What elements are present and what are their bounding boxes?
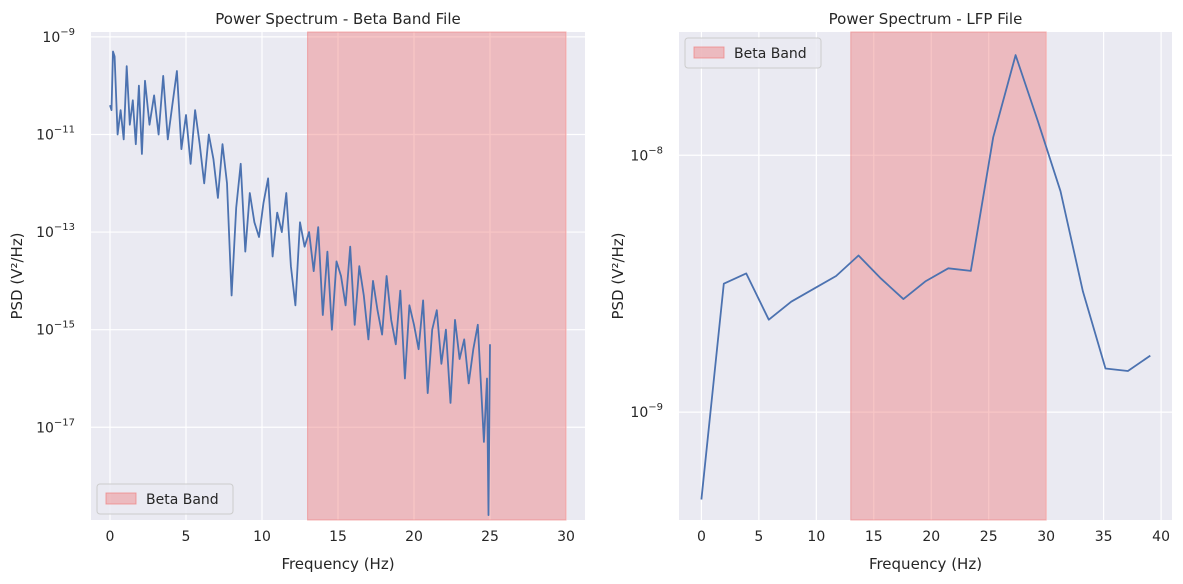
y-tick-label: 10−8 bbox=[630, 145, 663, 164]
x-tick-label: 5 bbox=[182, 529, 191, 545]
x-tick-label: 40 bbox=[1152, 529, 1170, 545]
legend-swatch bbox=[105, 492, 137, 505]
legend-label: Beta Band bbox=[146, 492, 219, 508]
legend-box bbox=[684, 37, 822, 69]
chart-title: Power Spectrum - LFP File bbox=[829, 10, 1023, 28]
x-tick-label: 5 bbox=[754, 529, 763, 545]
plot-background bbox=[679, 32, 1172, 520]
y-tick-label: 10−15 bbox=[36, 320, 75, 339]
x-tick-label: 10 bbox=[253, 529, 271, 545]
beta-band-region bbox=[850, 31, 1047, 521]
x-tick-label: 20 bbox=[922, 529, 940, 545]
y-tick-label: 10−13 bbox=[36, 222, 75, 241]
x-axis-label: Frequency (Hz) bbox=[281, 555, 394, 573]
psd-series-line bbox=[109, 50, 491, 516]
legend: Beta Band bbox=[96, 483, 234, 515]
x-tick-label: 35 bbox=[1095, 529, 1113, 545]
y-tick-label: 10−11 bbox=[36, 124, 75, 143]
x-tick-label: 25 bbox=[980, 529, 998, 545]
y-tick-label: 10−17 bbox=[36, 417, 75, 436]
x-tick-label: 0 bbox=[697, 529, 706, 545]
y-tick-label: 10−9 bbox=[42, 27, 75, 46]
x-tick-label: 20 bbox=[405, 529, 423, 545]
x-tick-label: 30 bbox=[1037, 529, 1055, 545]
y-axis-label: PSD (V²/Hz) bbox=[609, 232, 627, 319]
x-tick-label: 15 bbox=[865, 529, 883, 545]
x-tick-label: 0 bbox=[106, 529, 115, 545]
legend-box bbox=[96, 483, 234, 515]
x-tick-label: 30 bbox=[557, 529, 575, 545]
chart-title: Power Spectrum - Beta Band File bbox=[215, 10, 461, 28]
chart-2: 0 5 10 15 20 25 30 35 40 10−9 10−8 Power Spectrum -… bbox=[609, 10, 1172, 573]
x-tick-label: 15 bbox=[329, 529, 347, 545]
legend-label: Beta Band bbox=[734, 46, 807, 62]
y-axis-label: PSD (V²/Hz) bbox=[8, 232, 26, 319]
x-axis-label: Frequency (Hz) bbox=[869, 555, 982, 573]
x-tick-label: 25 bbox=[481, 529, 499, 545]
chart-1: 0 5 10 15 20 25 30 10−17 10−15 10−13 10−11 10−9 Powe… bbox=[8, 10, 585, 573]
y-tick-label: 10−9 bbox=[630, 402, 663, 421]
x-tick-label: 10 bbox=[807, 529, 825, 545]
psd-series-line bbox=[700, 54, 1151, 500]
legend-swatch bbox=[693, 46, 725, 59]
beta-band-region bbox=[307, 31, 567, 521]
legend: Beta Band bbox=[684, 37, 822, 69]
